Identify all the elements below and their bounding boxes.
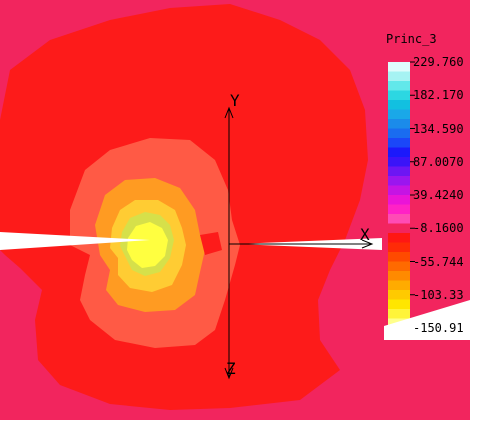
colorbar-title: Princ_3 [386, 32, 437, 46]
colorbar-band [388, 204, 410, 215]
y-axis-label: Y [230, 91, 240, 110]
colorbar-band [388, 128, 410, 139]
x-axis-label: X [360, 225, 370, 244]
colorbar-band [388, 271, 410, 281]
colorbar-band [388, 138, 410, 148]
colorbar-tick-label: -103.33 [413, 287, 464, 302]
origin-notch [200, 232, 222, 255]
colorbar-band [388, 233, 410, 243]
colorbar-band [388, 157, 410, 167]
colorbar-band [388, 119, 410, 129]
colorbar-band [388, 71, 410, 82]
colorbar-band [388, 223, 410, 234]
colorbar-band [388, 166, 410, 177]
colorbar-band [388, 147, 410, 158]
colorbar [388, 61, 415, 329]
colorbar-band [388, 290, 410, 300]
colorbar-band [388, 261, 410, 272]
colorbar-tick-label: -8.1600 [413, 221, 464, 236]
z-axis-arrow [224, 367, 234, 380]
contour-level-6 [127, 222, 168, 268]
colorbar-band [388, 90, 410, 101]
colorbar-band [388, 252, 410, 262]
colorbar-band [388, 62, 410, 72]
colorbar-band [388, 100, 410, 110]
colorbar-tick-label: -55.744 [413, 254, 464, 269]
y-axis-arrow [224, 106, 234, 119]
colorbar-tick-label: 182.170 [413, 88, 464, 103]
colorbar-band [388, 195, 410, 205]
x-axis-arrow [361, 239, 374, 249]
colorbar-band [388, 299, 410, 310]
z-axis-label: Z [226, 359, 236, 378]
colorbar-band [388, 309, 410, 319]
colorbar-band [388, 109, 410, 120]
colorbar-tick-label: -150.91 [413, 321, 464, 335]
colorbar-band [388, 242, 410, 253]
colorbar-band [388, 176, 410, 186]
colorbar-band [388, 214, 410, 224]
colorbar-white-wedge [384, 300, 470, 340]
colorbar-band [388, 81, 410, 91]
crack-slit [0, 232, 150, 250]
colorbar-band [388, 280, 410, 291]
colorbar-tick-label: 39.4240 [413, 188, 464, 202]
colorbar-tick-label: 229.760 [413, 55, 464, 69]
colorbar-band [388, 185, 410, 196]
colorbar-tick-label: 87.0070 [413, 154, 464, 169]
colorbar-tick-label: 134.590 [413, 121, 464, 136]
